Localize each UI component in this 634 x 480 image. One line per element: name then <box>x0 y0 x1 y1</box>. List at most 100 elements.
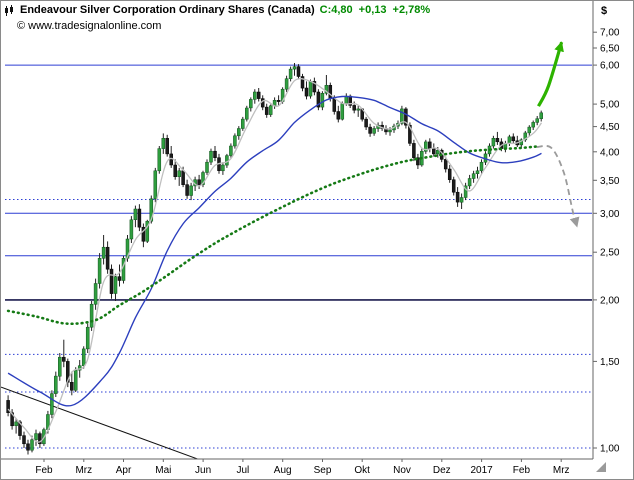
candle-body <box>85 326 90 350</box>
y-axis-label: 6,50 <box>600 44 620 55</box>
candle-body <box>316 91 321 108</box>
candle-body <box>213 150 217 158</box>
candle-body <box>328 85 333 99</box>
candle-body <box>320 93 325 108</box>
candle-body <box>495 138 500 143</box>
up-arrow-annotation <box>537 41 564 107</box>
candle <box>245 105 249 122</box>
candle-body <box>89 303 94 328</box>
candle-body <box>177 170 181 177</box>
candle <box>268 104 273 117</box>
candle-body <box>463 185 468 198</box>
candle-body <box>221 164 225 172</box>
candle <box>316 89 321 111</box>
candle <box>113 273 118 301</box>
candle <box>312 77 317 96</box>
candle <box>523 130 528 142</box>
candle <box>467 174 472 189</box>
candle-body <box>137 208 142 228</box>
candle-body <box>416 157 420 166</box>
candle-body <box>292 66 297 70</box>
candle <box>463 182 468 201</box>
candle <box>14 418 18 434</box>
candle <box>404 107 408 129</box>
candle <box>229 143 233 158</box>
candle-body <box>149 198 154 222</box>
candle-body <box>145 220 150 242</box>
x-axis-label: Feb <box>35 465 53 476</box>
candle <box>22 431 26 448</box>
candle <box>185 179 189 199</box>
candle <box>117 264 122 287</box>
candle <box>507 134 512 146</box>
candle <box>249 97 253 112</box>
candle-body <box>284 78 289 90</box>
x-axis-label: Nov <box>393 465 411 476</box>
candle <box>264 103 269 118</box>
candle-body <box>531 122 535 128</box>
candle-body <box>467 178 472 187</box>
candle-body <box>511 136 516 142</box>
candle-body <box>455 191 460 203</box>
ma-short-line <box>7 77 543 443</box>
candle <box>471 170 476 183</box>
candle <box>320 91 325 111</box>
candle <box>424 139 428 154</box>
candle <box>511 133 516 144</box>
y-axis-label: 4,00 <box>600 147 620 158</box>
candle <box>54 371 58 397</box>
x-axis-label: Aug <box>274 465 292 476</box>
candle-body <box>324 85 329 94</box>
candle-body <box>109 268 114 294</box>
y-axis-label: 3,50 <box>600 176 620 187</box>
candle <box>205 159 209 175</box>
y-axis-label: 1,50 <box>600 357 620 368</box>
candle-body <box>408 124 412 144</box>
x-axis-label: Jun <box>195 465 211 476</box>
candle-body <box>129 219 134 240</box>
candle-body <box>185 184 189 196</box>
candle-body <box>121 258 126 281</box>
candle <box>535 116 539 126</box>
candle <box>416 153 420 169</box>
candle-body <box>523 132 528 141</box>
candle <box>380 121 384 131</box>
candle-body <box>471 173 476 179</box>
candle-body <box>479 161 484 172</box>
candle <box>70 371 74 396</box>
candle-body <box>18 421 22 436</box>
candle-body <box>105 246 110 270</box>
candle-body <box>276 100 281 102</box>
candle <box>428 138 432 153</box>
candle-body <box>181 170 185 185</box>
candle <box>26 439 30 455</box>
candle-body <box>372 128 376 134</box>
candle-body <box>101 246 106 259</box>
candle <box>237 126 241 140</box>
x-axis-label: Jul <box>237 465 250 476</box>
candle <box>495 131 500 145</box>
candle <box>165 134 169 157</box>
candle-body <box>81 348 86 366</box>
candle-body <box>356 108 360 111</box>
plot-area <box>1 63 592 459</box>
candle <box>340 101 345 121</box>
candle <box>209 148 213 165</box>
candle <box>109 264 114 299</box>
candle-body <box>428 141 432 149</box>
trendline <box>1 386 200 459</box>
candle-body <box>93 283 98 305</box>
candle <box>58 353 62 381</box>
candle-body <box>507 136 512 144</box>
candle <box>451 176 456 196</box>
currency-symbol: $ <box>601 5 607 17</box>
candle <box>10 409 14 430</box>
candle-body <box>229 145 233 156</box>
candle <box>157 146 162 174</box>
candle <box>531 120 535 130</box>
candle-body <box>527 126 532 134</box>
candle <box>137 204 142 232</box>
candle-body <box>10 412 14 427</box>
candle-body <box>451 179 456 193</box>
